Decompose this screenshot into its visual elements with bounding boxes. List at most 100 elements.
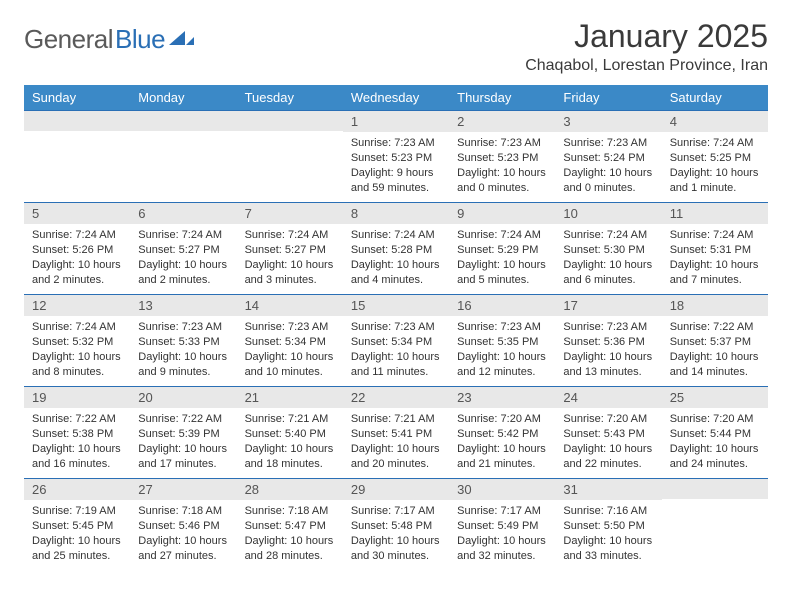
- calendar-row: 1Sunrise: 7:23 AMSunset: 5:23 PMDaylight…: [24, 111, 768, 203]
- daylight-text: Daylight: 10 hours and 24 minutes.: [670, 442, 760, 472]
- daylight-text: Daylight: 10 hours and 8 minutes.: [32, 350, 122, 380]
- sunset-text: Sunset: 5:34 PM: [351, 335, 441, 350]
- day-number: 12: [24, 295, 130, 316]
- calendar-cell: 11 Sunrise: 7:24 AMSunset: 5:31 PMDayligh…: [662, 203, 768, 295]
- title-block: January 2025 Chaqabol, Lorestan Province…: [525, 18, 768, 75]
- day-number: 25: [662, 387, 768, 408]
- day-body: Sunrise: 7:24 AMSunset: 5:26 PMDaylight:…: [24, 224, 130, 293]
- triangle-icon: [169, 27, 195, 52]
- day-body: [237, 131, 343, 141]
- daylight-text: Daylight: 10 hours and 10 minutes.: [245, 350, 335, 380]
- day-number: 3: [555, 111, 661, 132]
- day-number: 2: [449, 111, 555, 132]
- day-number: 24: [555, 387, 661, 408]
- day-body: Sunrise: 7:17 AMSunset: 5:49 PMDaylight:…: [449, 500, 555, 569]
- sunrise-text: Sunrise: 7:21 AM: [245, 412, 335, 427]
- sunrise-text: Sunrise: 7:24 AM: [457, 228, 547, 243]
- daylight-text: Daylight: 10 hours and 30 minutes.: [351, 534, 441, 564]
- calendar-cell: 10Sunrise: 7:24 AMSunset: 5:30 PMDayligh…: [555, 203, 661, 295]
- day-number: [237, 111, 343, 131]
- calendar-cell: 4Sunrise: 7:24 AMSunset: 5:25 PMDaylight…: [662, 111, 768, 203]
- sunset-text: Sunset: 5:45 PM: [32, 519, 122, 534]
- daylight-text: Daylight: 10 hours and 22 minutes.: [563, 442, 653, 472]
- calendar-cell: 13Sunrise: 7:23 AMSunset: 5:33 PMDayligh…: [130, 295, 236, 387]
- day-body: Sunrise: 7:23 AMSunset: 5:34 PMDaylight:…: [343, 316, 449, 385]
- calendar-cell: 17Sunrise: 7:23 AMSunset: 5:36 PMDayligh…: [555, 295, 661, 387]
- sunset-text: Sunset: 5:42 PM: [457, 427, 547, 442]
- sunrise-text: Sunrise: 7:20 AM: [457, 412, 547, 427]
- sunrise-text: Sunrise: 7:24 AM: [32, 228, 122, 243]
- day-body: Sunrise: 7:22 AMSunset: 5:39 PMDaylight:…: [130, 408, 236, 477]
- day-body: Sunrise: 7:24 AMSunset: 5:28 PMDaylight:…: [343, 224, 449, 293]
- sunset-text: Sunset: 5:47 PM: [245, 519, 335, 534]
- daylight-text: Daylight: 10 hours and 16 minutes.: [32, 442, 122, 472]
- calendar-cell: 19Sunrise: 7:22 AMSunset: 5:38 PMDayligh…: [24, 387, 130, 479]
- day-body: Sunrise: 7:23 AMSunset: 5:36 PMDaylight:…: [555, 316, 661, 385]
- daylight-text: Daylight: 10 hours and 7 minutes.: [670, 258, 760, 288]
- daylight-text: Daylight: 10 hours and 3 minutes.: [245, 258, 335, 288]
- daylight-text: Daylight: 10 hours and 5 minutes.: [457, 258, 547, 288]
- calendar-cell: 25Sunrise: 7:20 AMSunset: 5:44 PMDayligh…: [662, 387, 768, 479]
- day-number: 14: [237, 295, 343, 316]
- day-number: 27: [130, 479, 236, 500]
- sunrise-text: Sunrise: 7:23 AM: [563, 136, 653, 151]
- weekday-header: Tuesday: [237, 85, 343, 111]
- sunset-text: Sunset: 5:33 PM: [138, 335, 228, 350]
- sunset-text: Sunset: 5:46 PM: [138, 519, 228, 534]
- sunrise-text: Sunrise: 7:20 AM: [563, 412, 653, 427]
- day-body: Sunrise: 7:19 AMSunset: 5:45 PMDaylight:…: [24, 500, 130, 569]
- daylight-text: Daylight: 10 hours and 21 minutes.: [457, 442, 547, 472]
- day-body: Sunrise: 7:23 AMSunset: 5:23 PMDaylight:…: [343, 132, 449, 201]
- day-number: 18: [662, 295, 768, 316]
- sunrise-text: Sunrise: 7:22 AM: [138, 412, 228, 427]
- day-body: Sunrise: 7:21 AMSunset: 5:41 PMDaylight:…: [343, 408, 449, 477]
- day-number: 8: [343, 203, 449, 224]
- daylight-text: Daylight: 10 hours and 18 minutes.: [245, 442, 335, 472]
- calendar-row: 5Sunrise: 7:24 AMSunset: 5:26 PMDaylight…: [24, 203, 768, 295]
- day-number: 17: [555, 295, 661, 316]
- sunrise-text: Sunrise: 7:24 AM: [245, 228, 335, 243]
- calendar-cell: 1Sunrise: 7:23 AMSunset: 5:23 PMDaylight…: [343, 111, 449, 203]
- daylight-text: Daylight: 10 hours and 1 minute.: [670, 166, 760, 196]
- day-number: [24, 111, 130, 131]
- day-number: 16: [449, 295, 555, 316]
- sunset-text: Sunset: 5:26 PM: [32, 243, 122, 258]
- sunset-text: Sunset: 5:36 PM: [563, 335, 653, 350]
- day-body: Sunrise: 7:24 AMSunset: 5:25 PMDaylight:…: [662, 132, 768, 201]
- sunrise-text: Sunrise: 7:24 AM: [670, 228, 760, 243]
- daylight-text: Daylight: 10 hours and 0 minutes.: [457, 166, 547, 196]
- day-body: Sunrise: 7:23 AMSunset: 5:23 PMDaylight:…: [449, 132, 555, 201]
- sunset-text: Sunset: 5:37 PM: [670, 335, 760, 350]
- calendar-cell: 14Sunrise: 7:23 AMSunset: 5:34 PMDayligh…: [237, 295, 343, 387]
- day-body: Sunrise: 7:21 AMSunset: 5:40 PMDaylight:…: [237, 408, 343, 477]
- calendar-cell: [237, 111, 343, 203]
- sunrise-text: Sunrise: 7:22 AM: [670, 320, 760, 335]
- sunrise-text: Sunrise: 7:23 AM: [457, 136, 547, 151]
- sunrise-text: Sunrise: 7:24 AM: [138, 228, 228, 243]
- sunrise-text: Sunrise: 7:19 AM: [32, 504, 122, 519]
- calendar-cell: 3Sunrise: 7:23 AMSunset: 5:24 PMDaylight…: [555, 111, 661, 203]
- sunset-text: Sunset: 5:23 PM: [351, 151, 441, 166]
- calendar-row: 19Sunrise: 7:22 AMSunset: 5:38 PMDayligh…: [24, 387, 768, 479]
- sunrise-text: Sunrise: 7:24 AM: [351, 228, 441, 243]
- day-body: [130, 131, 236, 141]
- day-number: 11: [662, 203, 768, 224]
- daylight-text: Daylight: 10 hours and 13 minutes.: [563, 350, 653, 380]
- sunset-text: Sunset: 5:23 PM: [457, 151, 547, 166]
- sunset-text: Sunset: 5:31 PM: [670, 243, 760, 258]
- weekday-header: Saturday: [662, 85, 768, 111]
- daylight-text: Daylight: 10 hours and 32 minutes.: [457, 534, 547, 564]
- day-number: 9: [449, 203, 555, 224]
- day-number: 31: [555, 479, 661, 500]
- day-number: 4: [662, 111, 768, 132]
- calendar-cell: 24Sunrise: 7:20 AMSunset: 5:43 PMDayligh…: [555, 387, 661, 479]
- day-number: 26: [24, 479, 130, 500]
- sunrise-text: Sunrise: 7:17 AM: [457, 504, 547, 519]
- sunrise-text: Sunrise: 7:23 AM: [245, 320, 335, 335]
- calendar-cell: 2Sunrise: 7:23 AMSunset: 5:23 PMDaylight…: [449, 111, 555, 203]
- day-number: 21: [237, 387, 343, 408]
- sunset-text: Sunset: 5:29 PM: [457, 243, 547, 258]
- sunset-text: Sunset: 5:32 PM: [32, 335, 122, 350]
- daylight-text: Daylight: 10 hours and 9 minutes.: [138, 350, 228, 380]
- day-body: Sunrise: 7:22 AMSunset: 5:37 PMDaylight:…: [662, 316, 768, 385]
